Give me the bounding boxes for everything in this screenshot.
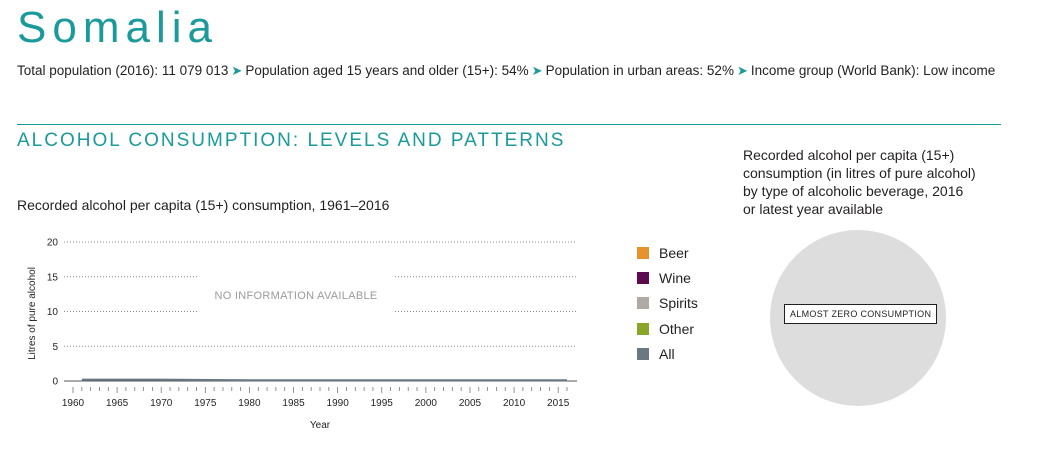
consumption-area-chart: 0 5 10 15 20 Litres of pure alcohol 1960 1965 19… [27,238,577,431]
legend-swatch [637,246,649,259]
pie-chart-title: Recorded alcohol per capita (15+) consum… [743,146,1003,218]
arrow-icon: ➤ [531,63,543,78]
arrow-icon: ➤ [736,63,748,78]
x-tick-label: 2005 [459,398,482,409]
legend-swatch [637,348,649,361]
x-tick-label: 1995 [371,398,394,409]
pie-title-line: by type of alcoholic beverage, 2016 [743,183,964,199]
fact-income-group: Income group (World Bank): Low income [750,63,996,78]
legend-item: Wine [637,265,698,290]
x-tick-label: 1970 [150,398,173,409]
x-tick-label: 1980 [238,398,261,409]
fact-total-population: Total population (2016): 11 079 013 [17,63,229,78]
legend-item: Beer [637,240,698,265]
legend-label: Other [659,320,695,337]
y-tick-label: 5 [52,342,58,353]
x-tick-label: 2015 [547,398,570,409]
fact-population-15plus: Population aged 15 years and older (15+)… [245,63,529,78]
y-tick-label: 15 [47,272,59,283]
x-tick-label: 1985 [282,398,305,409]
fact-urban-population: Population in urban areas: 52% [545,63,734,78]
x-axis-label: Year [310,420,331,431]
legend-swatch [637,322,649,335]
no-information-annotation: NO INFORMATION AVAILABLE [214,290,377,302]
section-divider [17,124,1001,125]
legend-item: Other [637,316,698,341]
pie-title-line: consumption (in litres of pure alcohol) [743,165,976,181]
y-axis-label: Litres of pure alcohol [27,267,38,360]
legend-swatch [637,297,649,310]
x-tick-label: 1965 [106,398,129,409]
x-tick-label: 1960 [62,398,85,409]
chart-legend: Beer Wine Spirits Other All [637,240,698,367]
chart-title: Recorded alcohol per capita (15+) consum… [17,197,390,213]
legend-label: Spirits [659,295,698,312]
legend-swatch [637,272,649,285]
x-tick-label: 1990 [327,398,350,409]
section-title: ALCOHOL CONSUMPTION: LEVELS AND PATTERNS [17,130,566,151]
legend-label: All [659,346,675,363]
population-facts: Total population (2016): 11 079 013 ➤ Popu… [17,63,995,79]
almost-zero-label: ALMOST ZERO CONSUMPTION [784,304,938,324]
legend-item: All [637,342,698,367]
legend-item: Spirits [637,291,698,316]
legend-label: Beer [659,244,689,261]
series-line-all [81,378,567,382]
y-tick-label: 20 [47,238,59,249]
x-tick-label: 2000 [415,398,438,409]
country-title: Somalia [17,3,218,52]
y-tick-label: 0 [52,377,58,388]
x-tick-label: 1975 [194,398,217,409]
x-tick-label: 2010 [503,398,526,409]
pie-title-line: Recorded alcohol per capita (15+) [743,147,955,163]
legend-label: Wine [659,270,691,287]
pie-title-line: or latest year available [743,201,884,217]
y-tick-label: 10 [47,307,59,318]
arrow-icon: ➤ [231,63,243,78]
